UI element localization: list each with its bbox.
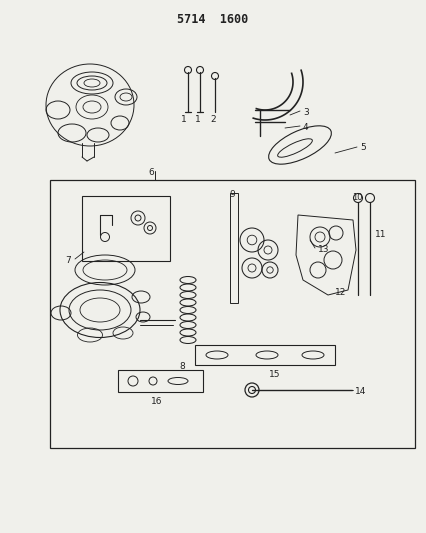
- Text: 1: 1: [195, 115, 200, 124]
- Text: 7: 7: [65, 256, 71, 265]
- Text: 1: 1: [181, 115, 187, 124]
- Text: 3: 3: [302, 108, 308, 117]
- Bar: [230, 193, 237, 303]
- Text: 16: 16: [151, 397, 162, 406]
- Text: 6: 6: [148, 168, 153, 177]
- Bar: [82, 196, 170, 261]
- Text: 14: 14: [354, 387, 366, 396]
- Text: 11: 11: [374, 230, 386, 239]
- Text: 8: 8: [178, 362, 184, 371]
- Text: 10: 10: [351, 193, 361, 202]
- Text: 12: 12: [334, 288, 345, 297]
- Text: 13: 13: [317, 245, 329, 254]
- Text: 15: 15: [269, 370, 280, 379]
- Text: 9: 9: [229, 190, 234, 199]
- Bar: [50, 180, 414, 448]
- Text: 4: 4: [302, 123, 308, 132]
- Bar: [118, 370, 202, 392]
- Text: 5: 5: [359, 143, 365, 152]
- Bar: [195, 345, 334, 365]
- Text: 5714  1600: 5714 1600: [177, 13, 248, 26]
- Text: 2: 2: [210, 115, 215, 124]
